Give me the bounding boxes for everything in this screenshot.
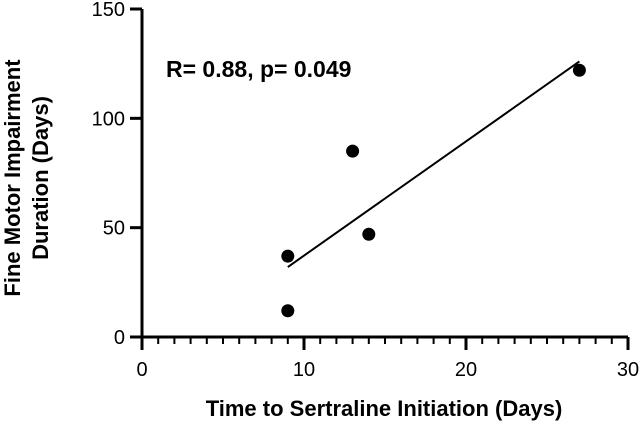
regression-line xyxy=(287,60,580,268)
y-axis-title-line-2: Duration (Days) xyxy=(28,96,53,260)
x-tick-label: 20 xyxy=(455,359,477,381)
correlation-annotation: R= 0.88, p= 0.049 xyxy=(166,56,351,82)
x-tick-label: 30 xyxy=(617,359,639,381)
data-point xyxy=(572,63,586,77)
y-axis-title-line-1: Fine Motor Impairment xyxy=(0,59,25,297)
y-tick-label: 0 xyxy=(114,327,125,349)
data-point xyxy=(281,249,295,263)
x-tick-label: 0 xyxy=(136,359,147,381)
y-tick-label: 100 xyxy=(92,108,125,130)
data-point xyxy=(362,227,376,241)
x-axis-title: Time to Sertraline Initiation (Days) xyxy=(206,396,563,421)
y-tick-label: 150 xyxy=(92,0,125,21)
data-point xyxy=(346,144,360,158)
data-point xyxy=(281,304,295,318)
y-tick-label: 50 xyxy=(103,218,125,240)
x-tick-label: 10 xyxy=(293,359,315,381)
